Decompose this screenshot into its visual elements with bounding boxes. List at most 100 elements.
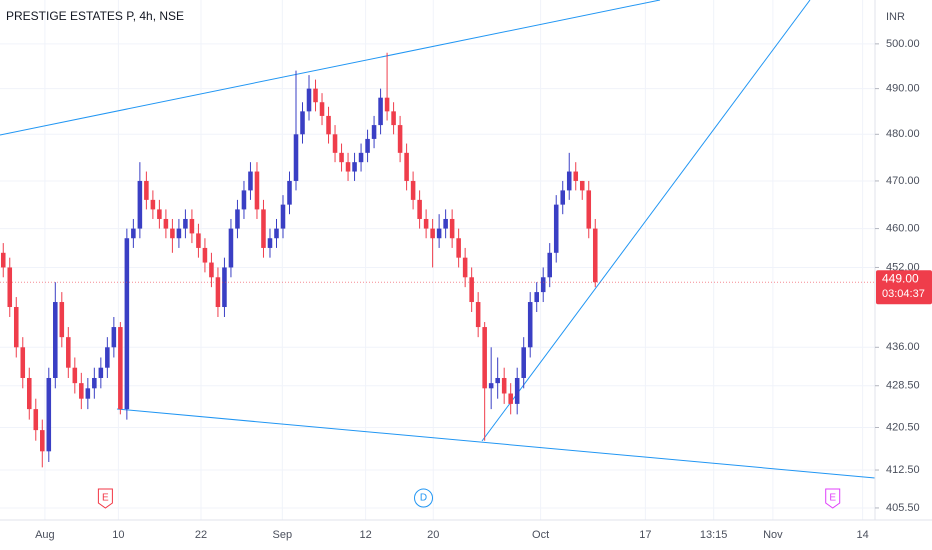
candle-body (183, 218, 188, 229)
candle-body (436, 228, 442, 239)
candle-body (573, 171, 579, 181)
candle-body (131, 228, 136, 239)
candle-body (371, 125, 377, 139)
candle-body (26, 377, 32, 410)
candle-body (137, 180, 143, 229)
candle-body (72, 367, 78, 384)
candle-body (534, 292, 539, 303)
event-marker: E (825, 488, 841, 509)
candle-body (527, 302, 533, 348)
y-tick-label: 490.00 (886, 83, 920, 95)
candle-body (319, 102, 325, 116)
candle-body (144, 180, 149, 200)
y-tick-label: 480.00 (886, 128, 920, 140)
event-marker: D (414, 488, 434, 508)
candle-body (111, 327, 117, 348)
candle-body (566, 171, 572, 191)
candle-body (118, 327, 123, 410)
candle-body (40, 430, 45, 452)
candle-body (105, 347, 110, 368)
candle-body (189, 218, 195, 234)
candle-body (384, 97, 390, 112)
y-tick-label: 420.50 (886, 421, 920, 433)
x-tick-label: 12 (359, 529, 371, 541)
candle-body (462, 257, 468, 278)
candle-body (488, 383, 494, 389)
candle-body (53, 302, 58, 378)
candle-body (417, 199, 422, 219)
candle-body (378, 97, 383, 126)
candle-body (150, 199, 156, 210)
candle-body (501, 377, 507, 394)
candle-body (313, 88, 318, 103)
event-badge (825, 488, 841, 509)
candle-body (352, 162, 357, 172)
candle-body (222, 267, 227, 308)
x-tick-label: Sep (273, 529, 293, 541)
candle-body (306, 88, 312, 112)
candle-body (443, 218, 448, 229)
candle-body (397, 125, 403, 153)
candle-body (300, 111, 305, 135)
candle-body (345, 162, 351, 172)
candle-body (495, 377, 500, 384)
event-label: E (829, 493, 836, 504)
last-price-label: 449.00 (882, 271, 919, 285)
last-price-badge (876, 270, 932, 305)
candle-body (508, 393, 513, 404)
x-tick-label: 20 (427, 529, 439, 541)
candle-body (235, 209, 240, 229)
candle-body (553, 204, 559, 253)
candle-body (274, 228, 279, 239)
candle-body (540, 277, 546, 293)
event-label: D (420, 493, 427, 504)
x-tick-label: Oct (532, 529, 549, 541)
event-marker: E (97, 488, 113, 509)
y-tick-label: 436.00 (886, 341, 920, 353)
candle-body (586, 190, 592, 229)
candle-body (391, 111, 396, 126)
y-tick-label: 470.00 (886, 175, 920, 187)
trend-lines (0, 0, 876, 479)
x-tick-label: Nov (763, 529, 783, 541)
candle-body (579, 180, 585, 191)
candle-body (0, 252, 6, 268)
x-tick-label: 13:15 (700, 529, 728, 541)
candle-body (7, 267, 13, 308)
candle-body (280, 204, 286, 229)
y-tick-label: 500.00 (886, 38, 920, 50)
candle-body (267, 238, 273, 248)
candle-body (332, 134, 338, 153)
countdown-label: 03:04:37 (882, 288, 925, 300)
candle-body (521, 347, 526, 378)
candle-body (215, 277, 221, 308)
candle-body (209, 262, 214, 278)
lower-trend-line (116, 408, 876, 479)
candle-body (33, 409, 39, 431)
event-badge (97, 488, 113, 509)
candle-body (261, 209, 266, 248)
candle-body (124, 238, 130, 410)
x-tick-label: 17 (639, 529, 651, 541)
candle-body (163, 218, 169, 229)
candle-body (514, 377, 520, 404)
y-tick-label: 460.00 (886, 222, 920, 234)
candle-body (423, 218, 429, 229)
candle-body (404, 152, 409, 181)
y-tick-label: 428.50 (886, 380, 920, 392)
currency-label: INR (886, 11, 905, 23)
rising-trend-line (481, 0, 811, 442)
candle-body (254, 171, 260, 210)
candle-body (13, 307, 19, 348)
candle-body (560, 190, 566, 205)
candle-body (46, 377, 52, 452)
candle-body (20, 347, 26, 378)
candle-body (228, 228, 234, 268)
chart-title: PRESTIGE ESTATES P, 4h, NSE (6, 9, 184, 23)
candles (0, 52, 598, 468)
candle-body (66, 337, 71, 368)
candle-body (196, 233, 201, 248)
y-tick-label: 405.50 (886, 502, 920, 514)
